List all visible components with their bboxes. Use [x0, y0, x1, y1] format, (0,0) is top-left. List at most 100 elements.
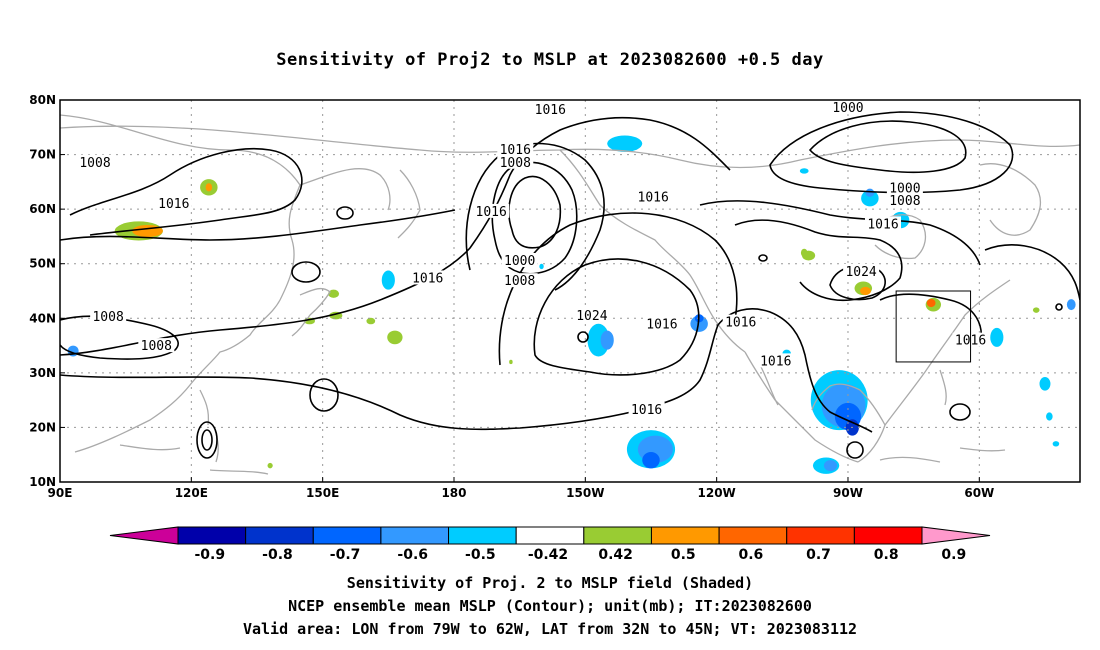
contour-label-bg [628, 401, 665, 416]
contour-label-bg [409, 270, 446, 285]
contour-label-bg [501, 273, 538, 288]
lon-tick-label: 180 [441, 486, 466, 500]
colorbar-label: 0.9 [941, 547, 966, 563]
lon-tick-label: 90E [48, 486, 73, 500]
coastline-greenland [979, 163, 1042, 236]
colorbar-under-triangle [109, 526, 179, 545]
isobar-1016-siberia [60, 209, 456, 241]
coastline-japan [291, 287, 331, 337]
contour-label: 1000 [832, 101, 863, 116]
colorbar-label: -0.5 [465, 547, 496, 563]
mslp-contour-layer [60, 111, 1080, 459]
sensitivity-patch-40 [1052, 441, 1060, 447]
contour-label-bg [501, 252, 538, 267]
lon-tick-label: 60W [964, 486, 994, 500]
contour-label: 1016 [631, 403, 662, 418]
colorbar: -0.9 -0.8 -0.7 -0.6 -0.5 -0.42 0.42 0.5 0.6 0.7 0.… [109, 526, 991, 563]
colorbar-bin [718, 526, 788, 545]
colorbar-bin [853, 526, 923, 545]
axis-ticks: 90E 120E 150E 180 150W 120W 90W 60W 80N 70N 60N 50N… [29, 93, 994, 500]
sensitivity-patch-14 [381, 270, 395, 290]
sensitivity-patch-1 [607, 135, 643, 152]
contour-label: 1000 [504, 254, 535, 269]
coastline-east-asia [60, 114, 301, 453]
colorbar-label: 0.6 [739, 547, 764, 563]
colorbar-bin [177, 526, 247, 545]
contour-label: 1000 [889, 181, 920, 196]
coastline-gulf-of-mexico [811, 383, 886, 463]
isobar-small-low-1 [196, 421, 218, 459]
sensitivity-patch-2 [861, 190, 879, 207]
sensitivity-patch-18 [690, 315, 708, 332]
isobar-canada-trough [734, 219, 903, 302]
contour-label-bg [757, 353, 794, 368]
isobar-1008-bering-low [491, 161, 578, 275]
contour-label: 1016 [158, 197, 189, 212]
contour-label: 1008 [141, 339, 172, 354]
contour-label: 1008 [92, 310, 123, 325]
contour-label: 1016 [476, 205, 507, 220]
contour-label: 1016 [646, 317, 677, 332]
contour-label: 1024 [845, 265, 876, 280]
contour-label-bg [635, 189, 672, 204]
sensitivity-patch-37 [642, 451, 660, 469]
lon-tick-label: 150W [566, 486, 604, 500]
colorbar-label: 0.7 [806, 547, 831, 563]
colorbar-over-triangle [921, 526, 991, 545]
isobar-1000-arctic [808, 120, 967, 174]
caption-line-1: Sensitivity of Proj. 2 to MSLP field (Sh… [346, 574, 754, 592]
colorbar-label: 0.5 [671, 547, 696, 563]
isobar-1016-eastern-atlantic [984, 244, 1080, 301]
colorbar-label: 0.8 [874, 547, 899, 563]
contour-label: 1016 [500, 143, 531, 158]
colorbar-bin [583, 526, 652, 545]
isobar-1024-pacific-high [533, 258, 700, 376]
contour-label: 1016 [535, 103, 566, 118]
isobar-small-low-5 [291, 261, 321, 283]
sensitivity-patch-24 [926, 298, 936, 308]
isobar-small-low-8 [577, 331, 589, 343]
isobar-1016-east-coast [879, 293, 982, 346]
lat-tick-label: 60N [29, 202, 56, 216]
contour-label: 1008 [889, 194, 920, 209]
valid-area-box [895, 290, 972, 363]
coastline-indonesia [119, 444, 269, 475]
coastline-hudson-bay [869, 214, 927, 260]
contour-label-bg [886, 192, 923, 207]
colorbar-bin [448, 526, 517, 545]
lat-tick-label: 70N [29, 148, 56, 162]
isobar-small-low-6 [846, 441, 864, 459]
coastline-east-america [884, 279, 1011, 426]
isobar-1000-bering-low [508, 175, 562, 249]
lat-tick-label: 50N [29, 257, 56, 271]
colorbar-bin [245, 526, 314, 545]
coastline-sea-of-okhotsk [299, 168, 391, 211]
contour-label: 1016 [638, 191, 669, 206]
colorbar-label: -0.8 [262, 547, 293, 563]
lon-tick-label: 120W [698, 486, 736, 500]
isobar-1016-zonal [60, 116, 731, 356]
contour-label-bg [886, 180, 923, 195]
sensitivity-patch-44 [509, 359, 513, 365]
colorbar-bin [312, 526, 382, 545]
sensitivity-patch-17 [600, 330, 614, 350]
isobar-small-low-2 [201, 429, 213, 451]
contour-label: 1016 [867, 217, 898, 232]
colorbar-bin [786, 526, 855, 545]
contour-label-bg [138, 338, 175, 353]
colorbar-label: -0.7 [330, 547, 361, 563]
lat-tick-label: 10N [29, 475, 56, 489]
isobar-small-low-9 [758, 254, 768, 262]
contour-label: 1008 [79, 156, 110, 171]
colorbar-label: -0.9 [195, 547, 226, 563]
coastline-kamchatka [397, 169, 421, 239]
sensitivity-patch-13 [387, 330, 403, 345]
contour-label-bg [829, 100, 866, 115]
coastline-caribbean [879, 447, 1006, 463]
isobar-1008-siberia [69, 147, 303, 236]
contour-label-bg [77, 154, 114, 169]
contour-label-bg [155, 196, 192, 211]
sensitivity-patch-9 [328, 289, 340, 298]
